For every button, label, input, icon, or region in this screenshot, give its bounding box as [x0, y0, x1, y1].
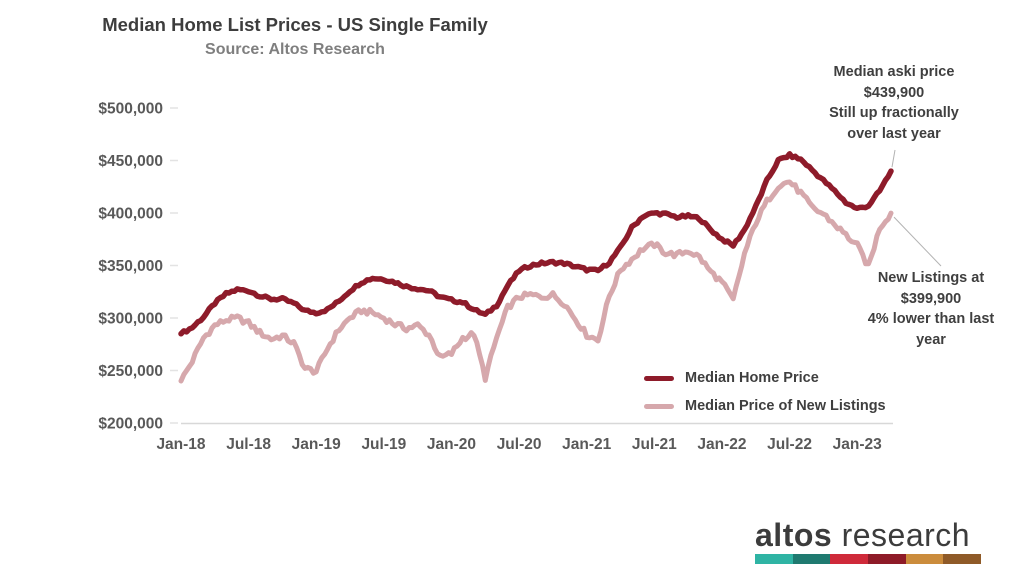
annotation-line: 4% lower than last — [867, 311, 995, 327]
leader-line-ask — [891, 149, 896, 168]
svg-text:Jan-23: Jan-23 — [833, 436, 882, 453]
chart-source: Source: Altos Research — [205, 41, 385, 58]
annotation-line: Median aski price — [833, 64, 955, 80]
svg-text:Jan-21: Jan-21 — [562, 436, 611, 453]
svg-text:Jul-19: Jul-19 — [361, 436, 406, 453]
annotation-line: over last year — [847, 125, 941, 142]
svg-text:Jul-18: Jul-18 — [226, 436, 271, 453]
median-home-price-line — [178, 151, 894, 337]
legend-item-median-home-price: Median Home Price — [644, 364, 886, 392]
svg-text:Jan-18: Jan-18 — [156, 436, 205, 453]
logo-text-bold: altos — [755, 517, 833, 553]
altos-research-logo: altos research — [755, 519, 982, 564]
svg-text:$300,000: $300,000 — [98, 311, 163, 328]
legend-item-median-new-listings: Median Price of New Listings — [644, 392, 886, 420]
logo-bar-segment — [868, 554, 906, 564]
legend-swatch-median-new-listings — [644, 403, 674, 409]
svg-text:$450,000: $450,000 — [98, 153, 163, 170]
svg-text:$350,000: $350,000 — [98, 258, 163, 275]
svg-text:Jan-20: Jan-20 — [427, 436, 476, 453]
svg-text:$500,000: $500,000 — [98, 101, 163, 118]
annotation-line: Still up fractionally — [829, 105, 959, 121]
logo-bar-segment — [792, 554, 831, 564]
logo-text: altos research — [755, 519, 981, 552]
svg-text:Jan-22: Jan-22 — [697, 436, 746, 453]
svg-text:$200,000: $200,000 — [98, 416, 163, 433]
annotation-line: year — [916, 331, 946, 348]
chart-legend: Median Home Price Median Price of New Li… — [644, 364, 886, 420]
logo-text-light: research — [841, 517, 971, 553]
logo-bar-segment — [905, 554, 944, 564]
logo-bar-segment — [830, 554, 869, 564]
legend-label: Median Price of New Listings — [685, 398, 886, 414]
logo-color-bar — [755, 554, 982, 564]
svg-text:Jan-19: Jan-19 — [292, 436, 341, 453]
svg-text:Jul-21: Jul-21 — [632, 436, 677, 453]
svg-text:Jul-20: Jul-20 — [497, 436, 542, 453]
chart-header: Median Home List Prices - US Single Fami… — [85, 12, 505, 62]
legend-swatch-median-home-price — [644, 375, 674, 381]
annotation-median-ask: Median aski price $439,900 Still up frac… — [784, 62, 1004, 144]
leader-line-new-listings — [893, 216, 942, 267]
annotation-new-listings: New Listings at $399,900 4% lower than l… — [831, 268, 1024, 350]
logo-bar-segment — [755, 554, 793, 564]
annotation-line: $399,900 — [900, 290, 962, 307]
annotation-line: New Listings at — [877, 270, 985, 286]
median-new-listings-line — [178, 179, 894, 384]
svg-text:$250,000: $250,000 — [98, 363, 163, 380]
page-title: Median Home List Prices - US Single Fami… — [102, 14, 488, 35]
legend-label: Median Home Price — [685, 370, 819, 386]
svg-text:$400,000: $400,000 — [98, 206, 163, 223]
svg-text:Jul-22: Jul-22 — [767, 436, 812, 453]
logo-bar-segment — [943, 554, 982, 564]
annotation-line: $439,900 — [863, 84, 925, 101]
